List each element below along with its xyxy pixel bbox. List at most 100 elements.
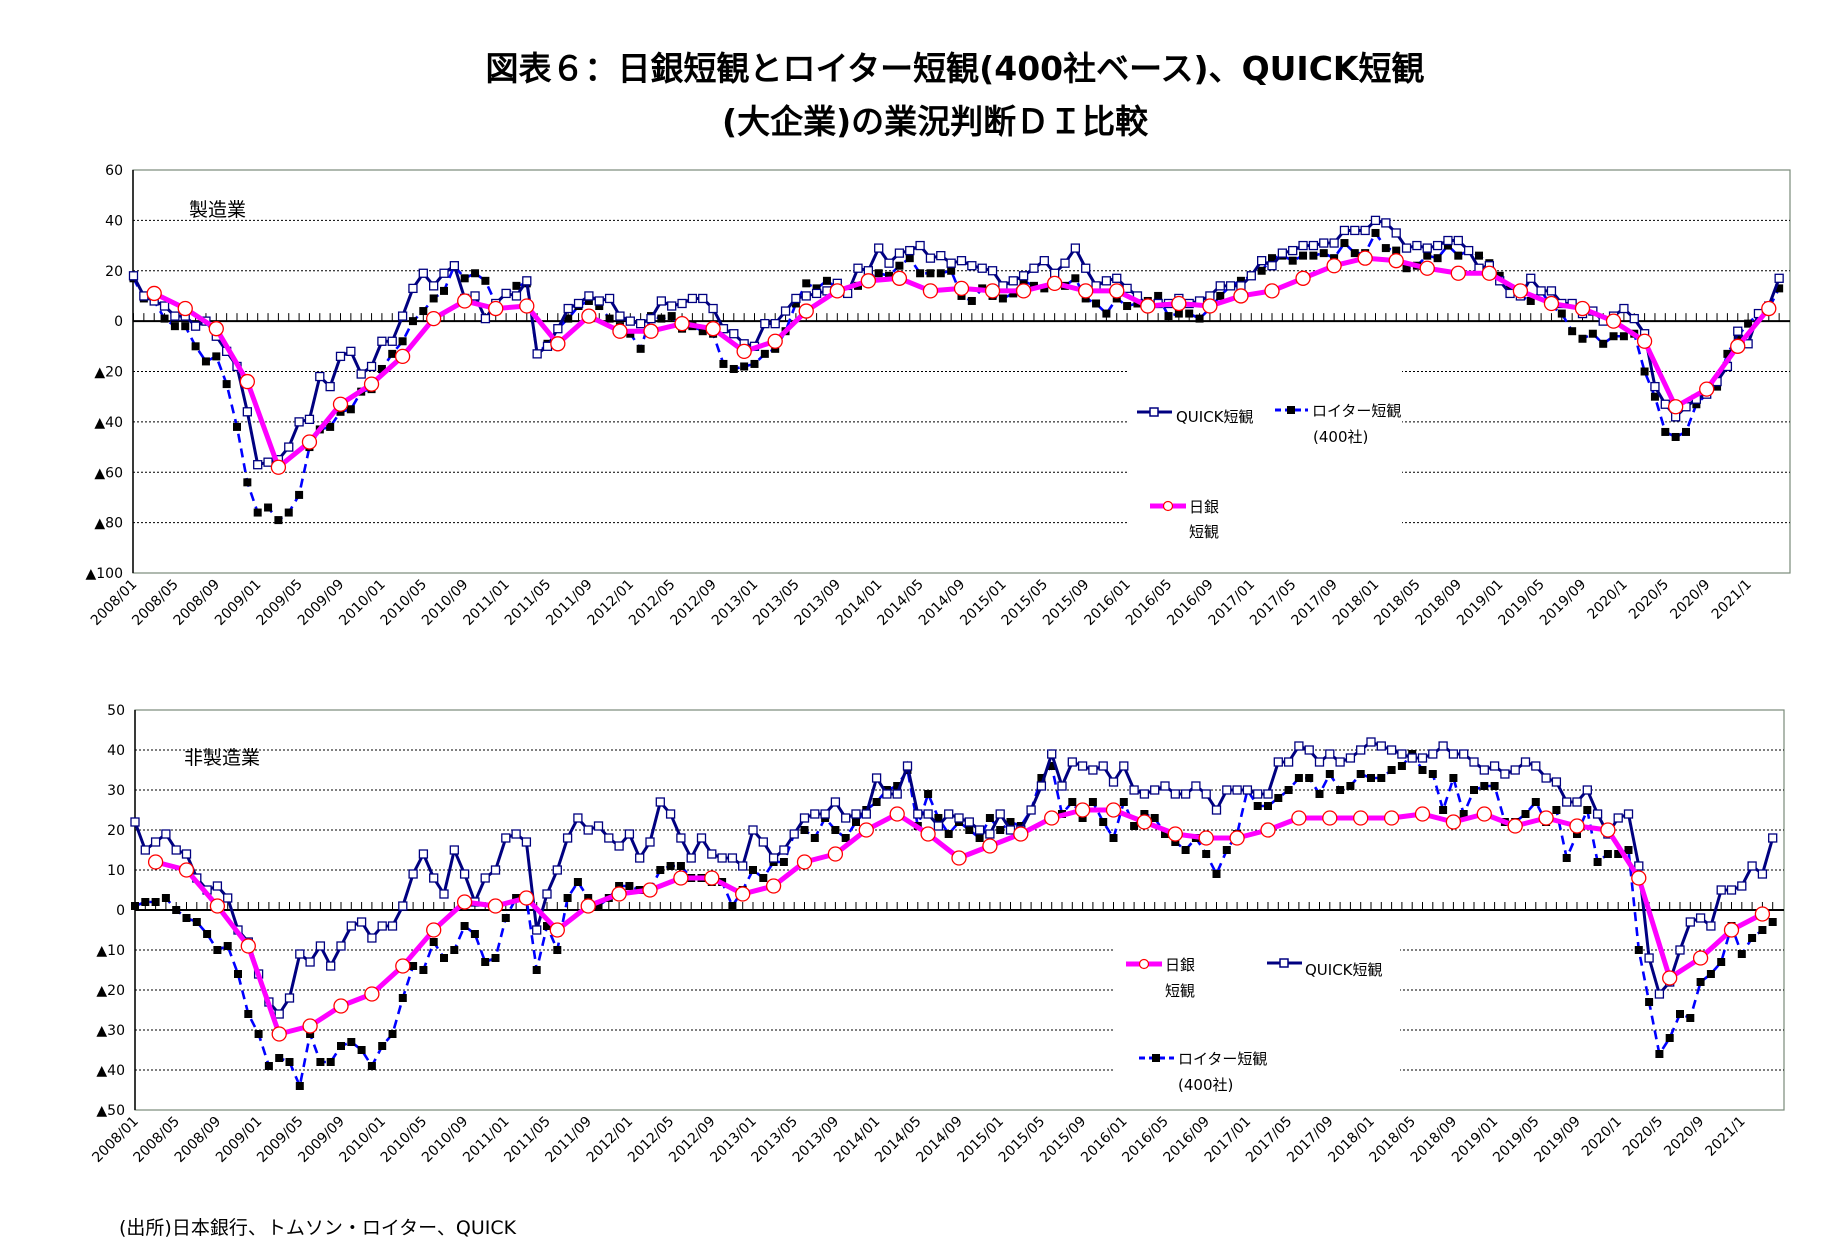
y-tick-label: ▲60 (94, 465, 123, 481)
reuters-point (1284, 786, 1293, 794)
boj-point (1388, 253, 1404, 269)
reuters-point (1552, 806, 1561, 814)
reuters-point (1506, 284, 1515, 293)
quick-point (770, 318, 780, 329)
reuters-point (203, 930, 212, 938)
quick-point (140, 845, 150, 855)
reuters-point (471, 269, 480, 278)
reuters-point (1593, 858, 1602, 866)
quick-point (336, 941, 346, 951)
boj-point (457, 293, 473, 309)
boj-point (456, 894, 473, 910)
reuters-point (234, 970, 242, 978)
quick-point (408, 869, 418, 879)
quick-point (223, 893, 233, 903)
quick-point (625, 316, 635, 326)
boj-point (1761, 300, 1777, 317)
reuters-point (779, 858, 788, 866)
quick-point (532, 349, 542, 359)
quick-point (708, 303, 718, 314)
reuters-point (1609, 332, 1618, 341)
quick-point (1582, 785, 1592, 795)
boj-point (889, 806, 905, 822)
y-tick-label: ▲80 (94, 516, 123, 532)
quick-point (1101, 276, 1112, 286)
quick-point (853, 263, 863, 273)
reuters-point (967, 296, 976, 305)
reuters-point (1748, 934, 1757, 942)
quick-point (1356, 745, 1366, 755)
quick-point (1314, 757, 1325, 767)
y-tick-label: ▲40 (94, 415, 123, 431)
reuters-point (1350, 249, 1359, 258)
quick-point (1077, 761, 1088, 771)
quick-point (1267, 261, 1277, 271)
boj-point (1109, 283, 1125, 299)
quick-point (874, 243, 884, 253)
boj-point (735, 886, 751, 902)
reuters-point (1713, 382, 1722, 391)
quick-point (593, 821, 604, 831)
reuters-point (1088, 798, 1097, 806)
boj-point (1699, 381, 1715, 397)
reuters-point (274, 516, 283, 525)
boj-point (673, 870, 689, 886)
quick-point (501, 288, 511, 299)
reuters-point (1706, 970, 1715, 978)
quick-point (799, 813, 810, 823)
reuters-point (1650, 392, 1659, 401)
boj-point (1295, 270, 1311, 286)
reuters-point (1392, 246, 1401, 255)
boj-point (518, 890, 535, 906)
quick-point (760, 318, 770, 329)
reuters-series-line (134, 751, 1774, 1091)
quick-point (1747, 861, 1757, 871)
reuters-point (1526, 296, 1535, 305)
reuters-point (1480, 782, 1489, 790)
quick-point (594, 296, 604, 306)
quick-point (212, 881, 223, 891)
reuters-point (975, 834, 984, 842)
quick-point (1695, 913, 1706, 923)
boj-point (798, 303, 814, 319)
quick-point (1360, 225, 1370, 236)
quick-point (1428, 749, 1438, 759)
quick-point (1129, 785, 1139, 795)
quick-point (1572, 797, 1582, 807)
reuters-point (1294, 774, 1303, 782)
reuters-point (357, 1046, 366, 1054)
boj-point (611, 886, 627, 902)
quick-point (480, 313, 491, 324)
reuters-point (419, 966, 428, 974)
boj-point (767, 333, 783, 349)
quick-point (1253, 789, 1263, 799)
boj-point (146, 285, 162, 302)
quick-point (624, 829, 635, 839)
quick-point (449, 845, 459, 855)
quick-point (1026, 805, 1036, 815)
boj-point (1353, 810, 1369, 826)
quick-point (1294, 741, 1304, 751)
quick-point (1150, 785, 1160, 795)
quick-point (635, 853, 645, 863)
x-tick-label: 2019/09 (1537, 577, 1589, 629)
reuters-point (810, 834, 819, 842)
reuters-point (1661, 427, 1670, 436)
legend-non-manufacturing: 日銀 短観 QUICK短観 ロイター短観 (400社) (1126, 956, 1383, 1094)
quick-point (1263, 789, 1273, 799)
boj-point (1574, 300, 1591, 317)
reuters-point (934, 814, 943, 822)
x-tick-label: 2020/1 (1585, 577, 1631, 623)
quick-point (1288, 245, 1298, 256)
chart-title-line-1: 図表６：日銀短観とロイター短観(400社ベース)、QUICK短観 (486, 49, 1425, 88)
quick-point (698, 293, 708, 304)
quick-point (1551, 777, 1562, 787)
quick-point (791, 293, 801, 304)
quick-point (1108, 777, 1119, 787)
quick-point (1298, 240, 1308, 251)
quick-point (1232, 785, 1242, 795)
reuters-point (532, 966, 541, 974)
quick-point (1222, 785, 1232, 795)
quick-point (284, 442, 294, 452)
y-tick-label: 60 (105, 163, 123, 179)
